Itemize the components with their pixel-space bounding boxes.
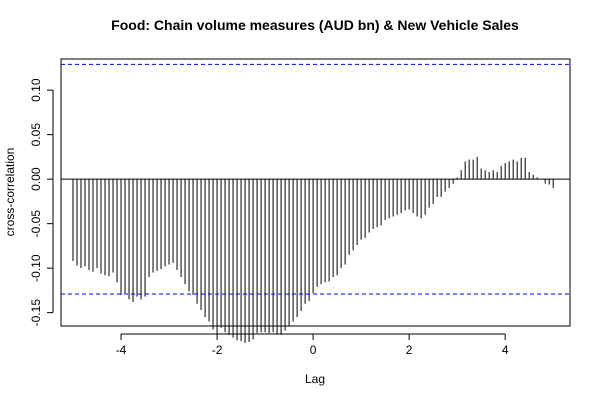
y-axis-label: cross-correlation (3, 148, 17, 237)
x-tick-label: -4 (116, 343, 127, 357)
x-tick-label: 2 (406, 343, 413, 357)
y-axis: -0.15 -0.10 -0.05 0.00 0.05 0.10 (29, 78, 54, 327)
x-tick-label: 0 (310, 343, 317, 357)
bars-group (72, 156, 554, 343)
chart-title: Food: Chain volume measures (AUD bn) & N… (111, 17, 519, 33)
x-tick-label: -2 (212, 343, 223, 357)
plot-frame (60, 58, 571, 327)
y-tick-label: -0.05 (29, 210, 43, 238)
y-tick-label: 0.10 (29, 78, 43, 102)
y-tick-label: 0.05 (29, 123, 43, 147)
y-tick-label: -0.15 (29, 299, 43, 327)
x-axis: -4 -2 0 2 4 (116, 333, 509, 357)
x-tick-label: 4 (502, 343, 509, 357)
x-axis-label: Lag (305, 372, 325, 386)
y-tick-label: -0.10 (29, 254, 43, 282)
confidence-lines (61, 63, 570, 295)
y-tick-label: 0.00 (29, 167, 43, 191)
